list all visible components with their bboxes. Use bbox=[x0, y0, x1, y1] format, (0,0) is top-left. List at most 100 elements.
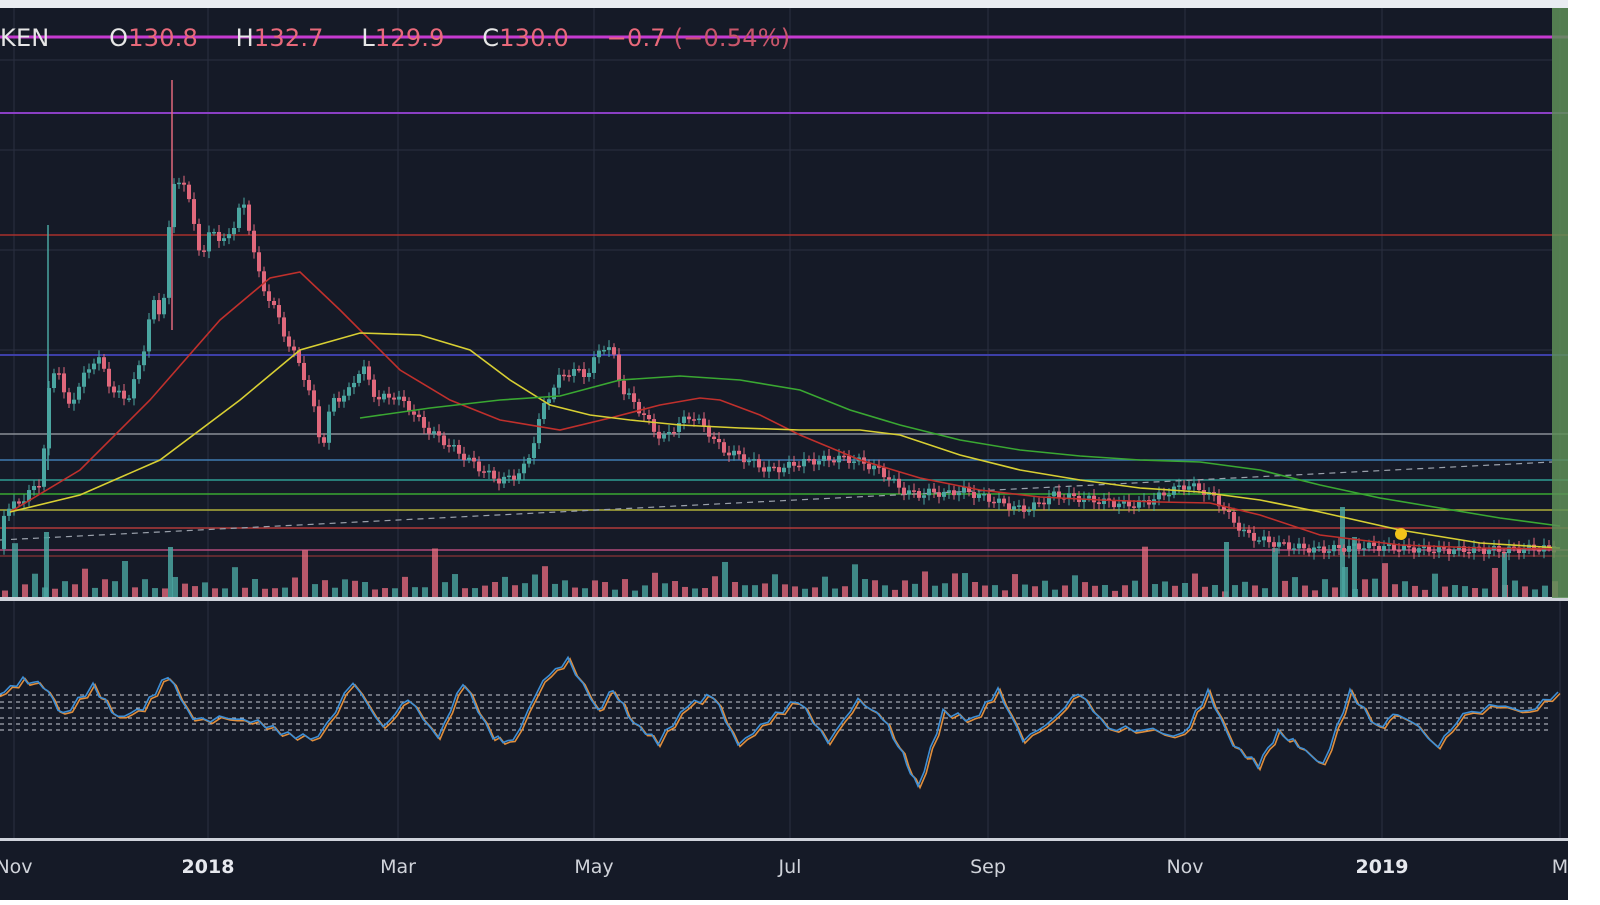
candle-body bbox=[1502, 551, 1506, 554]
volume-bar bbox=[1042, 580, 1048, 597]
candle-body bbox=[802, 459, 806, 467]
candle-body bbox=[527, 457, 531, 464]
candle-body bbox=[117, 390, 121, 393]
candle-body bbox=[1512, 546, 1516, 549]
candle-body bbox=[1447, 548, 1451, 554]
candle-body bbox=[87, 369, 91, 373]
candle-body bbox=[1232, 512, 1236, 523]
candle-body bbox=[997, 498, 1001, 503]
volume-bar bbox=[782, 584, 788, 597]
volume-bar bbox=[132, 587, 138, 597]
candle-body bbox=[367, 366, 371, 380]
volume-bar bbox=[1052, 589, 1058, 597]
candle-body bbox=[1297, 543, 1301, 549]
candle-body bbox=[882, 467, 886, 478]
candle-body bbox=[1292, 548, 1296, 550]
candle-body bbox=[67, 392, 71, 404]
candle-body bbox=[172, 183, 176, 228]
candle-body bbox=[582, 369, 586, 377]
volume-bar bbox=[1452, 585, 1458, 597]
candle-body bbox=[432, 431, 436, 434]
candle-body bbox=[2, 515, 6, 549]
volume-bar bbox=[102, 579, 108, 597]
volume-bar bbox=[1522, 586, 1528, 597]
candle-body bbox=[1337, 544, 1341, 549]
volume-bar bbox=[882, 585, 888, 597]
candle-body bbox=[927, 488, 931, 496]
candle-body bbox=[657, 431, 661, 439]
candle-body bbox=[752, 459, 756, 461]
candle-body bbox=[1097, 502, 1101, 505]
volume-bar bbox=[592, 580, 598, 597]
volume-bar bbox=[622, 579, 628, 597]
volume-bar bbox=[952, 573, 958, 597]
candle-body bbox=[737, 450, 741, 455]
candle-body bbox=[392, 397, 396, 400]
candle-body bbox=[1367, 542, 1371, 549]
candle-body bbox=[872, 465, 876, 470]
volume-bar bbox=[142, 579, 148, 597]
volume-bar bbox=[1252, 585, 1258, 597]
volume-bar bbox=[182, 583, 188, 597]
candle-body bbox=[257, 252, 261, 272]
candle-body bbox=[812, 459, 816, 465]
volume-bar bbox=[412, 587, 418, 597]
volume-bar bbox=[892, 589, 898, 597]
candle-body bbox=[992, 501, 996, 504]
volume-bar bbox=[52, 588, 58, 597]
candle-body bbox=[462, 453, 466, 461]
volume-bar bbox=[362, 582, 368, 597]
candle-body bbox=[1307, 548, 1311, 553]
candle-body bbox=[1262, 536, 1266, 541]
candle-body bbox=[1272, 542, 1276, 547]
volume-spike bbox=[1502, 552, 1507, 597]
candle-body bbox=[1302, 543, 1306, 549]
candle-body bbox=[1237, 522, 1241, 531]
volume-bar bbox=[1402, 581, 1408, 597]
candle-body bbox=[847, 455, 851, 463]
volume-bar bbox=[502, 576, 508, 597]
volume-spike bbox=[1340, 507, 1345, 597]
candle-body bbox=[1392, 543, 1396, 551]
candle-body bbox=[22, 501, 26, 504]
candle-body bbox=[672, 431, 676, 434]
candle-body bbox=[122, 390, 126, 399]
volume-bar bbox=[1032, 586, 1038, 597]
candle-body bbox=[697, 418, 701, 421]
candle-body bbox=[1087, 495, 1091, 499]
volume-bar bbox=[662, 583, 668, 597]
volume-bar bbox=[12, 543, 18, 597]
volume-bar bbox=[1312, 590, 1318, 597]
candle-body bbox=[1432, 551, 1436, 554]
volume-bar bbox=[262, 588, 268, 597]
candle-body bbox=[517, 473, 521, 480]
candle-body bbox=[447, 445, 451, 447]
x-tick-label: Nov bbox=[1166, 856, 1204, 878]
candle-body bbox=[1482, 548, 1486, 554]
volume-bar bbox=[1462, 586, 1468, 597]
candle-body bbox=[682, 416, 686, 423]
candle-body bbox=[457, 445, 461, 454]
volume-bar bbox=[1272, 548, 1278, 597]
candle-body bbox=[142, 351, 146, 366]
volume-bar bbox=[1142, 546, 1148, 597]
volume-bar bbox=[62, 581, 68, 597]
candle-body bbox=[422, 417, 426, 428]
volume-bar bbox=[582, 588, 588, 597]
candle-body bbox=[482, 471, 486, 473]
candle-body bbox=[62, 373, 66, 393]
volume-spike bbox=[44, 532, 49, 597]
candle-body bbox=[957, 492, 961, 496]
candle-body bbox=[372, 379, 376, 397]
volume-bar bbox=[332, 587, 338, 597]
x-tick-label: 2018 bbox=[181, 856, 235, 878]
candle-body bbox=[1452, 549, 1456, 554]
candle-body bbox=[387, 393, 391, 398]
high-value: 132.7 bbox=[253, 24, 324, 52]
volume-bar bbox=[1242, 581, 1248, 597]
candle-body bbox=[607, 347, 611, 350]
candle-body bbox=[742, 454, 746, 463]
candle-body bbox=[592, 357, 596, 373]
volume-bar bbox=[902, 580, 908, 597]
